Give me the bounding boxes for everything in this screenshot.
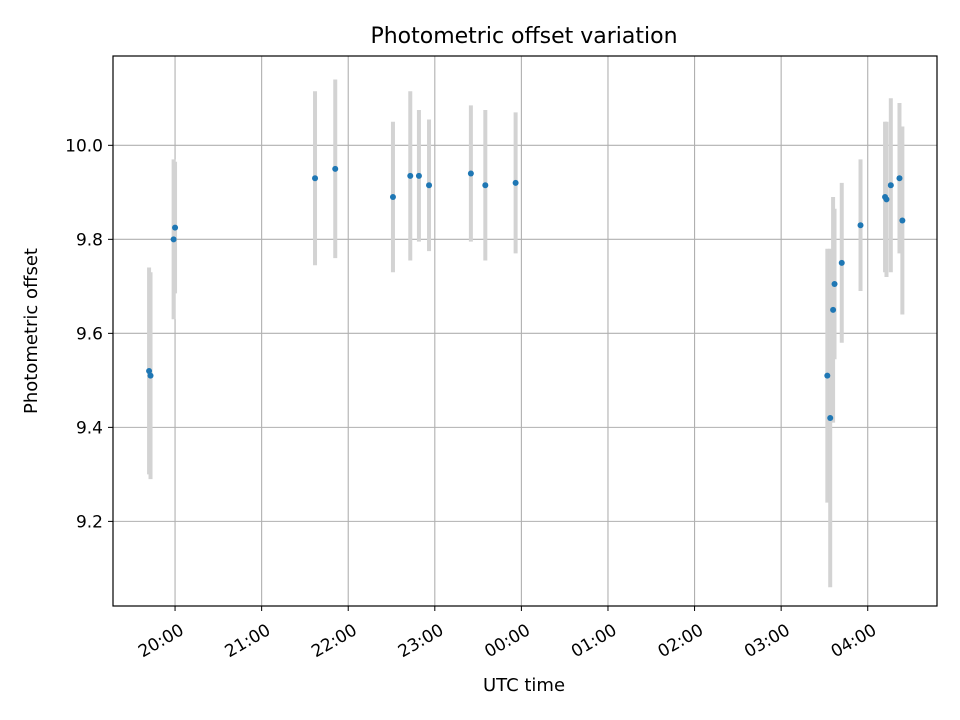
data-point [896, 175, 903, 182]
y-axis-label: Photometric offset [21, 248, 42, 414]
data-point [824, 372, 831, 379]
data-point [389, 194, 396, 201]
data-point [899, 217, 906, 224]
data-point [857, 222, 864, 229]
data-point [831, 280, 838, 287]
chart-title: Photometric offset variation [370, 24, 677, 49]
data-point [147, 372, 154, 379]
data-point [407, 172, 414, 179]
y-tick-label: 9.8 [76, 230, 103, 250]
data-point [172, 224, 179, 231]
data-point [838, 259, 845, 266]
data-point [415, 172, 422, 179]
data-point [883, 196, 890, 203]
y-tick-label: 9.6 [76, 324, 103, 344]
data-point [312, 175, 319, 182]
data-point [512, 179, 519, 186]
data-point [146, 367, 153, 374]
data-point [467, 170, 474, 177]
data-points [146, 165, 906, 421]
x-axis-label: UTC time [483, 675, 565, 696]
data-point [827, 414, 834, 421]
plot-frame [112, 55, 938, 607]
y-tick-label: 9.4 [76, 418, 103, 438]
y-tick-label: 9.2 [76, 512, 103, 532]
data-point [830, 306, 837, 313]
data-point [332, 165, 339, 172]
data-point [426, 182, 433, 189]
data-point [170, 236, 177, 243]
y-tick-label: 10.0 [65, 136, 103, 156]
grid-lines [113, 56, 937, 606]
data-point [482, 182, 489, 189]
data-point [887, 182, 894, 189]
y-axis-ticks: 9.2 9.4 9.6 9.8 10.0 [65, 136, 113, 532]
